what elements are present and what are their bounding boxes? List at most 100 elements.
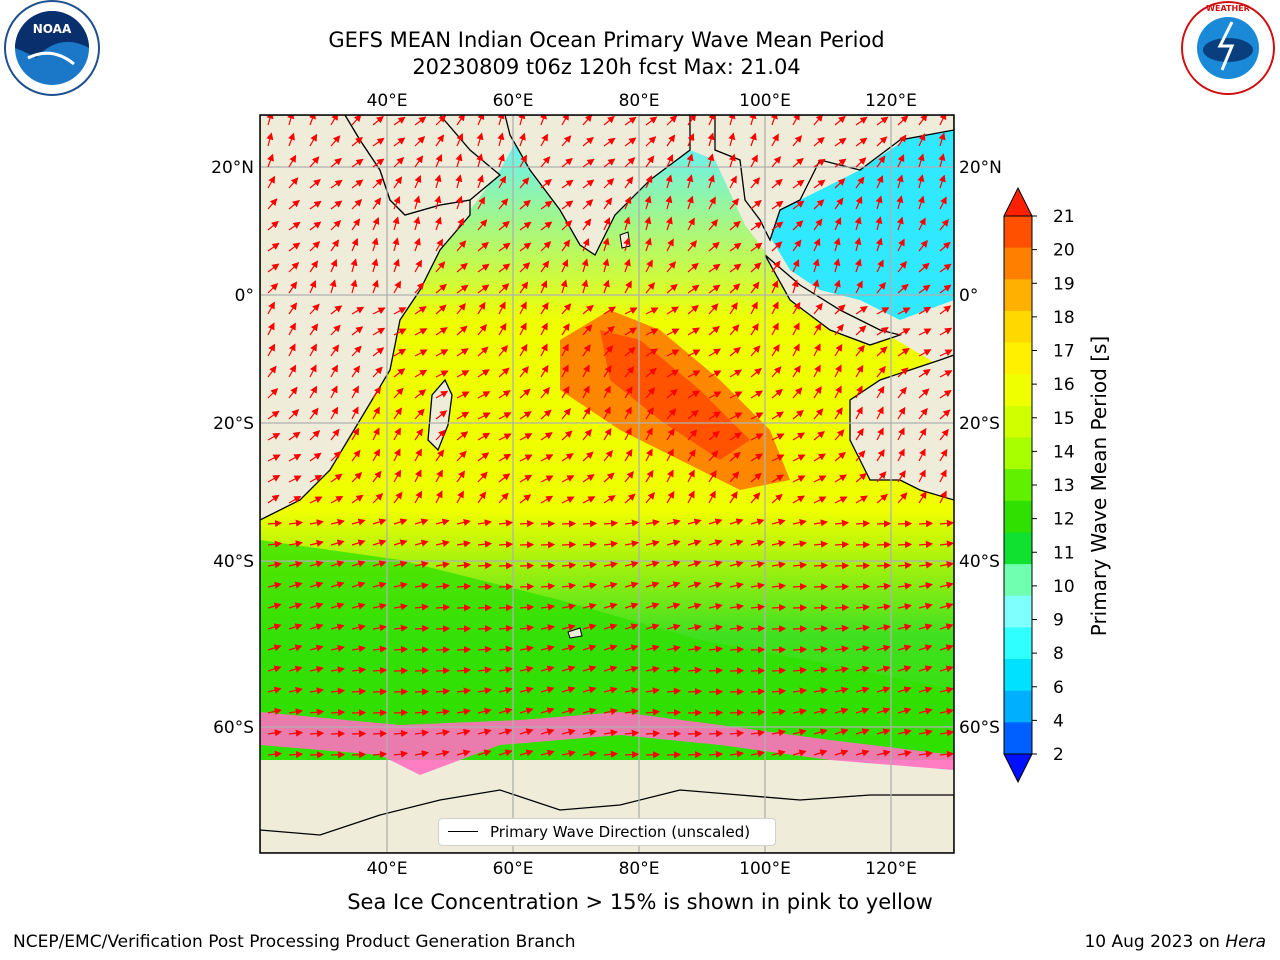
wave-arrow (750, 539, 765, 547)
wave-arrow (498, 344, 508, 357)
wave-arrow (351, 518, 366, 526)
wave-arrow (897, 492, 908, 504)
wave-arrow (351, 427, 360, 441)
colorbar-tick-label: 8 (1053, 644, 1064, 664)
wave-arrow (834, 604, 850, 612)
wave-arrow (645, 367, 657, 378)
wave-arrow (330, 751, 346, 759)
wave-arrow (540, 520, 556, 528)
wave-arrow (918, 306, 932, 315)
colorbar-label: Primary Wave Mean Period [s] (1087, 336, 1111, 637)
wave-arrow (645, 602, 660, 610)
wave-arrow (623, 237, 631, 252)
wave-arrow (686, 174, 694, 189)
wave-arrow (708, 219, 719, 231)
wave-arrow (519, 199, 531, 210)
wave-arrow (876, 686, 891, 694)
wave-arrow (813, 475, 827, 483)
wave-arrow (792, 561, 808, 569)
wave-arrow (708, 490, 716, 504)
wave-arrow (728, 153, 736, 168)
wave-arrow (876, 406, 884, 420)
colorbar-swatch (1004, 659, 1032, 692)
wave-arrow (792, 728, 807, 736)
wave-arrow (498, 519, 514, 527)
wave-arrow (351, 238, 359, 252)
wave-arrow (603, 686, 618, 694)
wave-arrow (875, 216, 883, 231)
wave-arrow (876, 728, 891, 736)
wave-arrow (855, 583, 871, 591)
wave-arrow (666, 408, 677, 420)
sumatra-java (764, 254, 903, 346)
wave-arrow (813, 645, 829, 653)
wave-arrow (897, 307, 911, 315)
wave-arrow (351, 115, 362, 126)
wave-arrow (645, 687, 660, 695)
wave-arrow (477, 645, 493, 653)
wave-arrow (792, 708, 807, 716)
map-frame (259, 114, 955, 854)
wave-arrow (414, 349, 428, 357)
wave-arrow (708, 196, 716, 210)
wave-arrow (561, 707, 576, 715)
wave-arrow (876, 365, 886, 378)
wave-arrow (393, 603, 408, 611)
wave-arrow (624, 406, 632, 420)
wave-arrow (603, 306, 617, 315)
wave-arrow (771, 646, 787, 654)
wave-arrow (435, 390, 449, 399)
wave-arrow (582, 344, 591, 357)
wave-arrow (624, 137, 637, 147)
wave-arrow (792, 518, 807, 527)
wave-arrow (645, 407, 654, 420)
wave-arrow (288, 623, 303, 631)
wave-arrow (330, 623, 345, 631)
lat-tick-left: 20°N (211, 158, 254, 178)
wave-arrow (582, 520, 598, 528)
wave-arrow (561, 644, 576, 652)
colorbar-tick-label: 16 (1053, 375, 1075, 395)
wave-arrow (519, 494, 532, 504)
colorbar-tick-label: 2 (1053, 745, 1064, 765)
wave-arrow (939, 644, 954, 652)
wave-arrow (939, 750, 954, 758)
wave-arrow (477, 728, 492, 736)
wave-arrow (477, 323, 487, 336)
wave-arrow (834, 666, 849, 674)
wave-arrow (498, 473, 511, 483)
lon-tick-bottom: 100°E (739, 859, 791, 879)
wave-arrow (435, 238, 443, 252)
wave-arrow (939, 196, 947, 210)
wave-arrow (645, 427, 653, 441)
wave-arrow (771, 667, 787, 675)
wave-arrow (288, 708, 303, 716)
wave-arrow (687, 469, 695, 483)
wave-arrow (414, 708, 430, 716)
wave-arrow (939, 263, 952, 273)
wave-arrow (477, 346, 489, 357)
wave-arrow (729, 667, 745, 675)
wave-arrow (876, 449, 885, 462)
wave-arrow (708, 284, 721, 294)
wave-arrow (687, 409, 699, 420)
wave-arrow (792, 179, 805, 189)
wave-arrow (393, 709, 409, 717)
wave-arrow (603, 707, 618, 716)
wave-arrow (309, 178, 321, 189)
wave-arrow (750, 177, 761, 189)
wave-arrow (855, 728, 870, 736)
wave-arrow (750, 624, 766, 633)
wave-arrow (582, 474, 595, 483)
wave-arrow (834, 728, 849, 736)
wave-arrow (498, 624, 514, 632)
wave-arrow (813, 364, 821, 378)
wave-arrow (876, 541, 892, 549)
wave-arrow (792, 604, 808, 612)
wave-arrow (813, 408, 824, 420)
wave-arrow (918, 561, 934, 569)
wave-arrow (371, 237, 379, 252)
wave-arrow (477, 301, 486, 315)
wave-arrow (918, 644, 933, 652)
wave-arrow (771, 518, 786, 526)
